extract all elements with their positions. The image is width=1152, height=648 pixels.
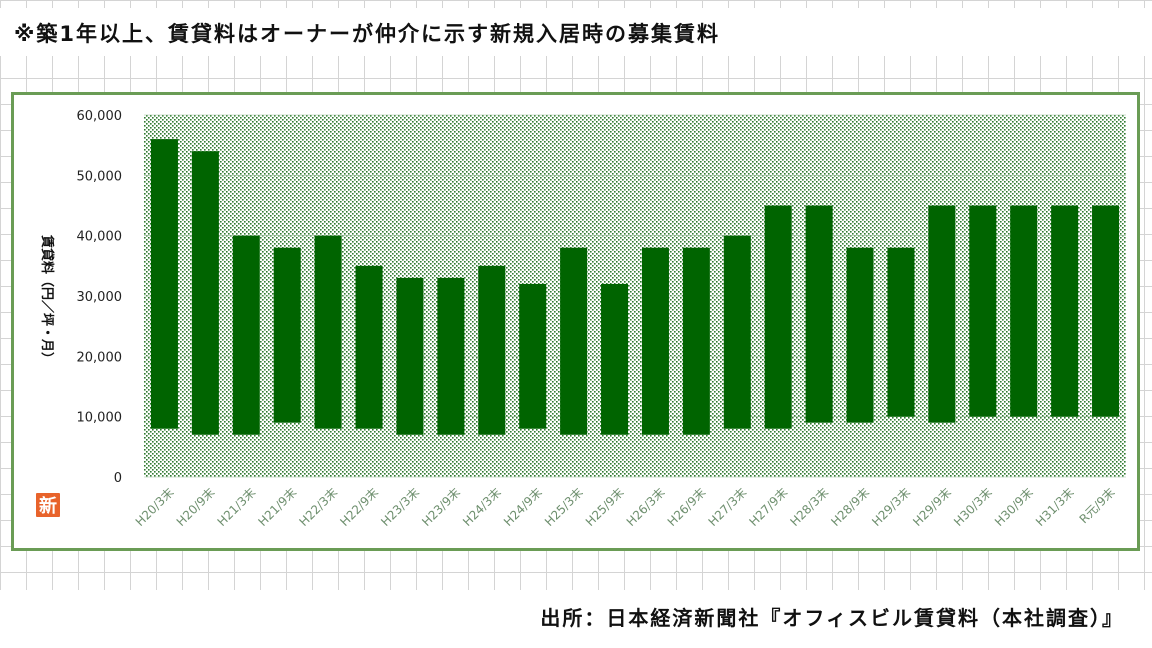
x-tick-label: H29/3末 [869,485,913,529]
x-tick-label: H30/9末 [992,485,1036,529]
logo-char: 新 [39,495,57,517]
bar-12 [641,247,669,435]
y-tick-label: 20,000 [77,350,123,365]
bar-14 [723,235,751,429]
bar-5 [355,265,383,429]
x-tick-label: H24/3末 [460,485,504,529]
bar-9 [519,283,547,429]
bar-2 [232,235,260,435]
y-tick-label: 0 [114,471,122,486]
y-tick-label: 60,000 [77,109,123,124]
bar-1 [191,151,219,435]
y-tick-label: 30,000 [77,290,123,305]
bar-20 [969,205,997,417]
x-tick-label: H27/3末 [706,485,750,529]
bar-19 [928,205,956,423]
bar-18 [887,247,915,417]
x-tick-label: H22/3末 [296,485,340,529]
y-tick-label: 10,000 [77,411,123,426]
bar-11 [601,283,629,435]
x-tick-label: H26/3末 [624,485,668,529]
rent-range-bar-chart: 0 10,000 20,000 30,000 40,000 50,000 60,000 H2… [36,109,1126,529]
chart-note: ※築1年以上、賃貸料はオーナーが仲介に示す新規入居時の募集賃料 [14,22,721,46]
x-tick-label: H28/3末 [787,485,831,529]
x-tick-label: H31/3末 [1033,485,1077,529]
bar-21 [1010,205,1038,417]
x-tick-label: H22/9末 [337,485,381,529]
logo-badge: 新 [36,493,60,517]
y-axis-ticks: 0 10,000 20,000 30,000 40,000 50,000 60,000 [77,109,123,486]
bar-13 [682,247,710,435]
x-tick-label: H28/9末 [828,485,872,529]
x-tick-label: H21/9末 [256,485,300,529]
bars [150,139,1120,435]
header-band [0,8,1152,56]
bar-15 [764,205,792,429]
bar-8 [478,265,506,435]
bar-10 [560,247,588,435]
x-tick-label: H27/9末 [747,485,791,529]
footer-band [0,590,1152,648]
x-tick-label: H26/9末 [665,485,709,529]
x-tick-label: H23/9末 [419,485,463,529]
gridlines [144,114,1126,478]
y-axis-label: 賃貸料（円／坪・月） [39,234,55,365]
bar-6 [396,277,424,435]
x-tick-label: R元/9末 [1077,485,1118,526]
x-tick-label: H24/9末 [501,485,545,529]
bar-7 [437,277,465,435]
x-axis-ticks: H20/3末H20/9末H21/3末H21/9末H22/3末H22/9末H23/… [133,485,1118,529]
bar-16 [805,205,833,423]
bar-3 [273,247,301,423]
source-credit: 出所：日本経済新聞社『オフィスビル賃貸料（本社調査）』 [540,606,1124,630]
bar-23 [1092,205,1120,417]
x-tick-label: H20/9末 [174,485,218,529]
x-tick-label: H20/3末 [133,485,177,529]
y-tick-label: 50,000 [77,169,123,184]
bar-22 [1051,205,1079,417]
x-tick-label: H25/9末 [583,485,627,529]
x-tick-label: H25/3末 [542,485,586,529]
x-tick-label: H30/3末 [951,485,995,529]
x-tick-label: H29/9末 [910,485,954,529]
x-tick-label: H21/3末 [215,485,259,529]
bar-4 [314,235,342,429]
chart-frame: 0 10,000 20,000 30,000 40,000 50,000 60,000 H2… [11,92,1140,551]
x-tick-label: H23/3末 [378,485,422,529]
bar-0 [150,139,178,429]
y-tick-label: 40,000 [77,230,123,245]
bar-17 [846,247,874,423]
